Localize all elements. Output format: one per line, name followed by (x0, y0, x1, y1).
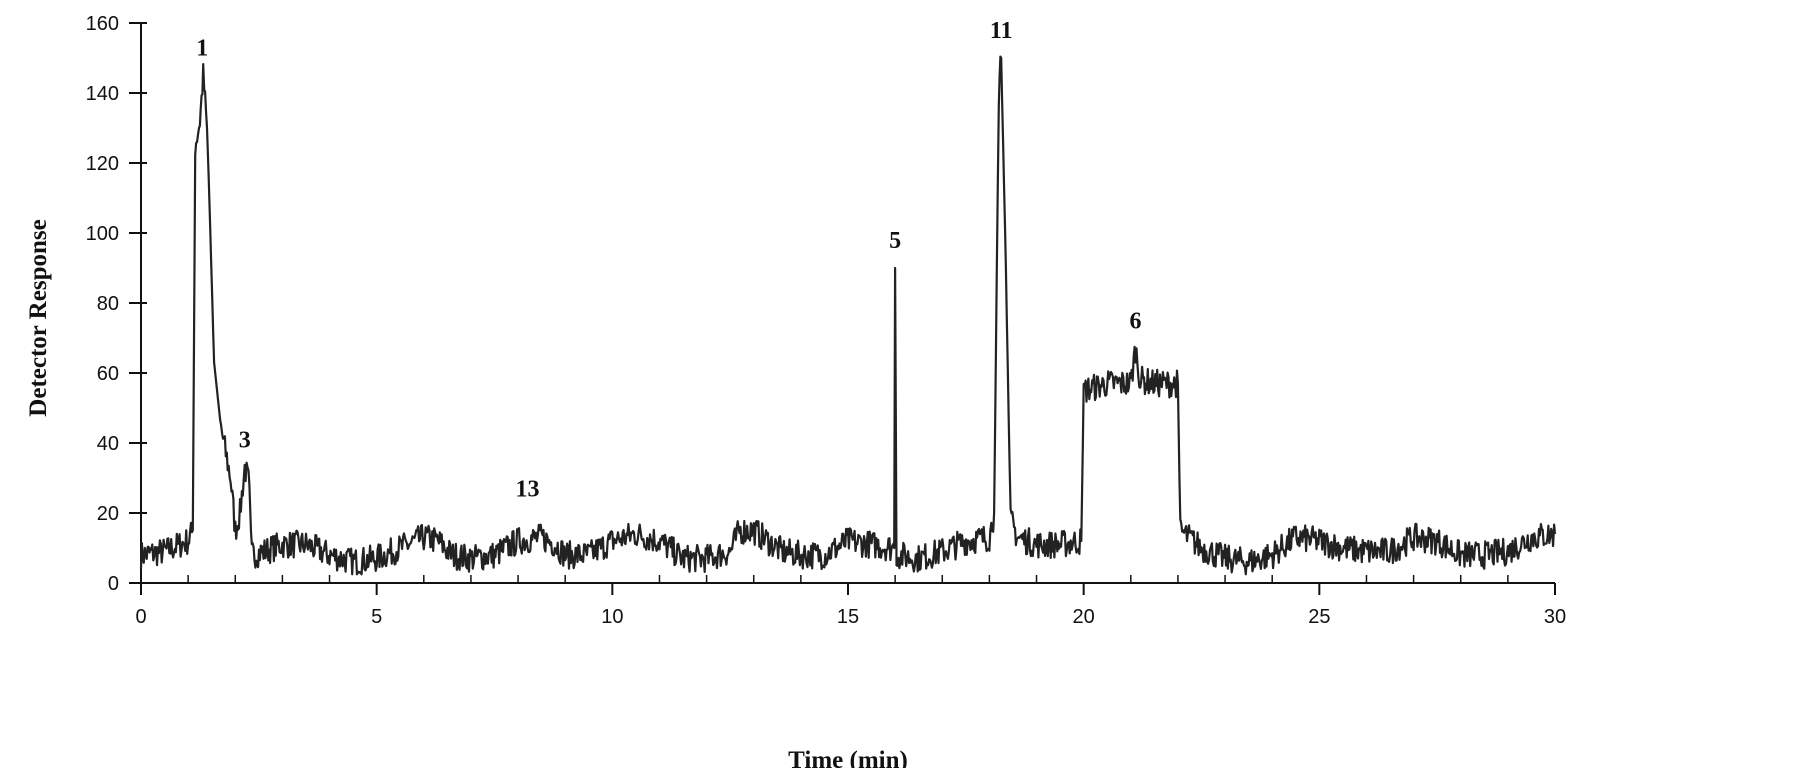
x-tick-label: 15 (837, 606, 859, 628)
x-tick-label: 10 (601, 606, 623, 628)
peak-label: 5 (889, 228, 901, 254)
peak-label: 3 (239, 428, 251, 454)
x-tick-label: 0 (135, 606, 146, 628)
y-tick-label: 160 (86, 13, 119, 35)
x-axis-label: Time (min) (788, 747, 908, 768)
peak-label: 13 (515, 477, 539, 503)
y-tick-label: 20 (97, 503, 119, 525)
y-axis-label: Detector Response (25, 219, 52, 416)
y-tick-label: 60 (97, 363, 119, 385)
x-tick-label: 20 (1073, 606, 1095, 628)
y-tick-label: 100 (86, 223, 119, 245)
y-tick-label: 80 (97, 293, 119, 315)
peak-label: 11 (990, 18, 1013, 44)
x-tick-label: 5 (371, 606, 382, 628)
x-tick-label: 30 (1544, 606, 1566, 628)
peak-label: 6 (1130, 309, 1142, 335)
x-tick-label: 25 (1308, 606, 1330, 628)
y-tick-label: 40 (97, 433, 119, 455)
y-tick-label: 120 (86, 153, 119, 175)
peak-label: 1 (196, 36, 208, 62)
y-tick-label: 140 (86, 83, 119, 105)
y-tick-label: 0 (108, 573, 119, 595)
series-line-trace (139, 55, 1557, 576)
